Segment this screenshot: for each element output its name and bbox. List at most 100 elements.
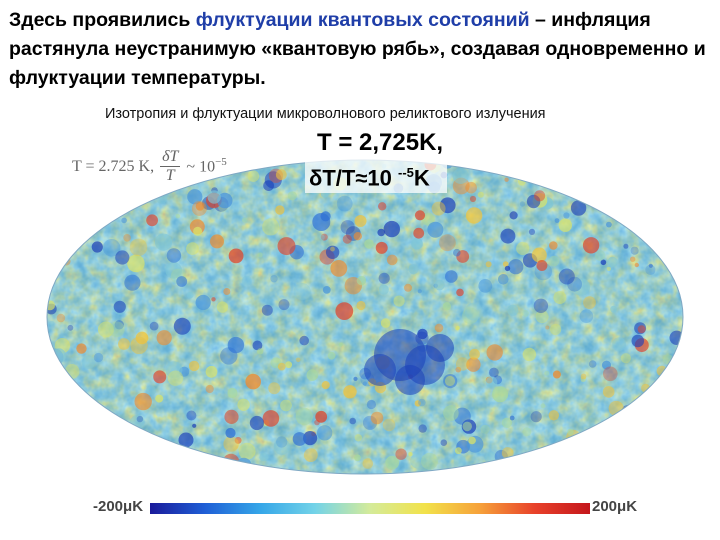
fluctuation-spot	[375, 241, 388, 254]
fluctuation-spot	[408, 452, 413, 457]
fluctuation-spot	[670, 188, 677, 194]
fluctuation-spot	[157, 166, 162, 172]
fluctuation-spot	[235, 457, 252, 474]
formula-fraction: δT T	[160, 148, 181, 185]
fluctuation-spot	[655, 453, 668, 466]
fluctuation-spot	[188, 360, 200, 372]
fluctuation-spot	[548, 410, 559, 421]
fluctuation-spot	[531, 247, 547, 263]
fluctuation-spot	[452, 168, 469, 184]
fluctuation-spot	[336, 195, 353, 212]
heading-text-start: Здесь проявились	[9, 9, 196, 31]
fluctuation-spot	[299, 335, 310, 346]
fluctuation-spot	[549, 323, 562, 336]
fluctuation-spot	[417, 328, 428, 340]
fluctuation-spot	[166, 248, 182, 263]
fluctuation-spot	[76, 343, 87, 354]
fluctuation-spot	[158, 163, 176, 181]
fluctuation-spot	[594, 250, 606, 261]
formula-approx-base: ~ 10	[186, 158, 216, 176]
fluctuation-spot	[431, 201, 446, 216]
fluctuation-spot	[54, 456, 61, 463]
fluctuation-spot	[654, 431, 664, 441]
fluctuation-spot	[657, 386, 672, 401]
fluctuation-spot	[370, 411, 384, 425]
fluctuation-spot	[330, 246, 335, 252]
fluctuation-spot	[122, 432, 132, 442]
fluctuation-spot	[207, 190, 221, 204]
fluctuation-spot	[335, 302, 354, 320]
fluctuation-spot	[277, 237, 296, 256]
fluctuation-spot	[427, 221, 444, 238]
fluctuation-spot	[544, 370, 550, 376]
fluctuation-spot	[530, 411, 542, 423]
fluctuation-spot	[103, 421, 113, 431]
fluctuation-spot	[378, 284, 389, 295]
fluctuation-spot	[411, 237, 423, 250]
fluctuation-spot	[443, 374, 458, 389]
fluctuation-spot	[408, 264, 419, 275]
slide-heading: Здесь проявились флуктуации квантовых со…	[9, 6, 714, 93]
fluctuation-spot	[501, 417, 513, 428]
fluctuation-spot	[205, 365, 218, 378]
fluctuation-spot	[522, 309, 529, 317]
fluctuation-spot	[222, 453, 240, 471]
fluctuation-spot	[674, 394, 683, 403]
fluctuation-spot	[377, 228, 386, 237]
fluctuation-spot	[317, 425, 333, 441]
fluctuation-spot	[563, 440, 574, 451]
fluctuation-spot	[526, 194, 541, 209]
fluctuation-spot	[455, 357, 470, 371]
fluctuation-spot	[322, 286, 331, 294]
fluctuation-spot	[156, 330, 172, 346]
fluctuation-spot	[650, 194, 663, 207]
fluctuation-spot	[275, 169, 287, 181]
fluctuation-spot	[386, 254, 398, 266]
fluctuation-spot	[366, 399, 376, 410]
fluctuation-spot	[498, 274, 509, 285]
fluctuation-spot	[178, 432, 194, 448]
fluctuation-spot	[623, 243, 629, 249]
fluctuation-spot	[340, 220, 355, 235]
fluctuation-spot	[605, 243, 611, 248]
cold-spot	[364, 354, 396, 386]
fluctuation-spot	[660, 230, 677, 247]
fluctuation-spot	[477, 191, 484, 198]
fluctuation-spot	[439, 234, 456, 252]
fluctuation-spot	[634, 262, 639, 268]
fluctuation-spot	[500, 228, 516, 244]
fluctuation-spot	[303, 431, 318, 446]
fluctuation-spot	[262, 218, 280, 236]
fluctuation-spot	[535, 310, 549, 324]
fluctuation-spot	[563, 212, 570, 219]
fluctuation-spot	[149, 321, 159, 331]
fluctuation-spot	[117, 428, 126, 438]
fluctuation-spot	[509, 211, 518, 220]
fluctuation-spot	[553, 291, 567, 304]
fluctuation-spot	[306, 369, 319, 381]
fluctuation-spot	[421, 452, 438, 470]
fluctuation-spot	[418, 398, 426, 407]
fluctuation-spot	[72, 204, 89, 220]
fluctuation-spot	[421, 213, 435, 226]
fluctuation-spot	[466, 357, 481, 372]
fluctuation-spot	[113, 300, 126, 313]
fluctuation-spot	[522, 427, 532, 437]
fluctuation-spot	[175, 213, 181, 219]
fluctuation-spot	[192, 423, 197, 428]
fluctuation-spot	[641, 193, 654, 205]
heading-highlight: флуктуации квантовых состояний	[195, 9, 530, 31]
fluctuation-spot	[261, 304, 273, 316]
fluctuation-spot	[292, 432, 307, 446]
fluctuation-spot	[382, 418, 396, 432]
fluctuation-spot	[453, 248, 461, 257]
fluctuation-spot	[533, 298, 549, 313]
fluctuation-spot	[123, 234, 131, 242]
fluctuation-spot	[631, 418, 646, 433]
fluctuation-spot	[378, 272, 390, 284]
fluctuation-spot	[257, 348, 264, 355]
fluctuation-spot	[570, 200, 587, 216]
fluctuation-spot	[165, 361, 183, 379]
fluctuation-spot	[569, 457, 574, 462]
fluctuation-spot	[303, 448, 318, 462]
